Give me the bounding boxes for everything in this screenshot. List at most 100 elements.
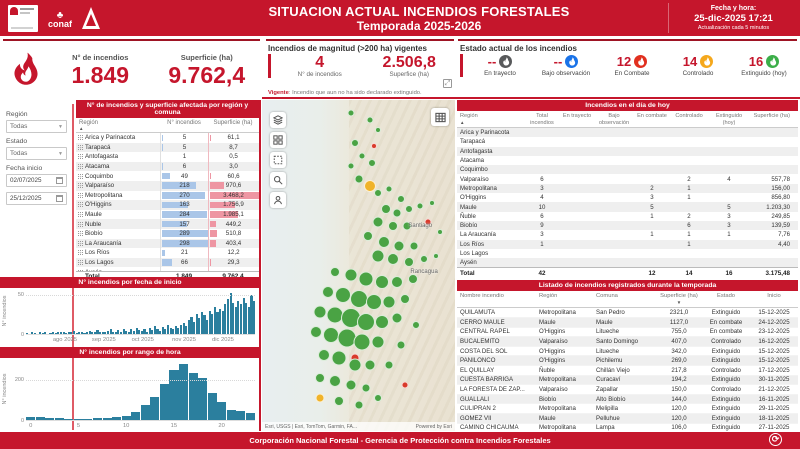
bar[interactable]: [26, 416, 36, 420]
bar[interactable]: [153, 326, 156, 334]
bar[interactable]: [122, 328, 125, 334]
bar[interactable]: [70, 332, 73, 334]
fire-cluster-marker[interactable]: [354, 174, 363, 184]
bar[interactable]: [187, 319, 190, 334]
bar[interactable]: [127, 331, 130, 334]
fire-cluster-marker[interactable]: [329, 375, 342, 388]
bar[interactable]: [31, 332, 34, 334]
fire-cluster-marker[interactable]: [399, 293, 410, 304]
fire-cluster-marker[interactable]: [314, 373, 325, 384]
table-row[interactable]: +Aysén: [76, 267, 259, 272]
bar[interactable]: [104, 332, 107, 334]
expand-row-icon[interactable]: +: [78, 212, 83, 218]
table-row[interactable]: Antofagasta: [457, 146, 798, 156]
fire-cluster-marker[interactable]: [315, 393, 325, 403]
fire-cluster-marker[interactable]: [380, 204, 391, 215]
bar[interactable]: [91, 332, 94, 334]
fire-cluster-marker[interactable]: [374, 275, 389, 290]
bar[interactable]: [213, 306, 216, 334]
fire-cluster-marker[interactable]: [374, 126, 381, 133]
fire-cluster-marker[interactable]: [317, 348, 330, 361]
expand-row-icon[interactable]: +: [78, 173, 83, 179]
bar[interactable]: [65, 333, 68, 334]
table-row[interactable]: Coquimbo: [457, 165, 798, 175]
fire-cluster-marker[interactable]: [335, 287, 352, 304]
expand-row-icon[interactable]: +: [78, 260, 83, 266]
bar[interactable]: [102, 417, 112, 420]
bar[interactable]: [64, 418, 74, 420]
table-row[interactable]: + Tarapacá 5 8,7: [76, 142, 259, 153]
table-row[interactable]: La Araucanía 3 1 1 1 7,76: [460, 231, 790, 239]
fire-cluster-marker[interactable]: [424, 218, 432, 226]
expand-row-icon[interactable]: +: [78, 202, 83, 208]
table-row[interactable]: Ñuble 6 1 2 3 249,85: [460, 212, 790, 220]
expand-row-icon[interactable]: +: [78, 183, 83, 189]
table-row[interactable]: + Biobío 289 510,8: [76, 228, 259, 239]
table-row[interactable]: GUALLALI Biobío Alto Biobío 144,0 Extinguido…: [457, 394, 798, 405]
basemap-icon[interactable]: [270, 132, 286, 148]
bar[interactable]: [151, 330, 154, 334]
bar[interactable]: [75, 333, 78, 334]
bar[interactable]: [253, 301, 256, 334]
bar[interactable]: [229, 293, 232, 334]
bar[interactable]: [33, 333, 36, 334]
table-row[interactable]: Biobío 9 6 3 139,59: [457, 220, 798, 231]
bar[interactable]: [67, 331, 70, 334]
bar[interactable]: [150, 396, 160, 420]
fire-cluster-marker[interactable]: [366, 116, 374, 124]
fire-cluster-marker[interactable]: [412, 321, 421, 330]
fire-cluster-marker[interactable]: [370, 143, 377, 150]
fire-cluster-marker[interactable]: [407, 273, 418, 284]
bar[interactable]: [96, 330, 99, 334]
bar[interactable]: [130, 329, 133, 334]
bar[interactable]: [106, 330, 109, 334]
bar[interactable]: [138, 330, 141, 334]
region-filter-dropdown[interactable]: Todas ▼: [6, 120, 67, 133]
fire-cluster-marker[interactable]: [396, 340, 406, 350]
fire-cluster-marker[interactable]: [372, 216, 384, 228]
fire-cluster-marker[interactable]: [364, 180, 377, 193]
bar[interactable]: [169, 370, 179, 420]
expand-row-icon[interactable]: +: [78, 240, 83, 246]
table-row[interactable]: Arica y Parinacota: [457, 128, 798, 138]
fire-cluster-marker[interactable]: [313, 305, 327, 319]
bar[interactable]: [234, 306, 237, 334]
incendios-column-header[interactable]: N° incendios: [167, 120, 201, 126]
fire-cluster-marker[interactable]: [393, 240, 405, 252]
bar[interactable]: [224, 304, 227, 334]
bar[interactable]: [179, 324, 183, 334]
fire-cluster-marker[interactable]: [373, 393, 382, 402]
fire-cluster-marker[interactable]: [409, 241, 419, 251]
bar[interactable]: [226, 298, 230, 334]
bar[interactable]: [44, 332, 47, 334]
table-row[interactable]: COSTA DEL SOL O'Higgins Litueche 342,0 Extin…: [457, 347, 798, 357]
column-header[interactable]: En combate: [637, 113, 667, 119]
bar[interactable]: [114, 332, 117, 334]
column-header[interactable]: Nombre incendio: [460, 293, 504, 300]
user-icon[interactable]: [270, 192, 286, 208]
bar[interactable]: [232, 302, 235, 334]
table-row[interactable]: + Maule 284 1.985,1: [76, 209, 259, 220]
fire-cluster-marker[interactable]: [401, 381, 409, 389]
bar[interactable]: [72, 330, 76, 334]
fire-cluster-marker[interactable]: [391, 312, 403, 324]
table-row[interactable]: Los Lagos: [460, 250, 489, 257]
bar[interactable]: [49, 333, 52, 334]
expand-row-icon[interactable]: +: [78, 164, 83, 170]
select-area-icon[interactable]: [270, 152, 286, 168]
fire-cluster-marker[interactable]: [432, 252, 439, 259]
column-header[interactable]: Inicio: [767, 293, 781, 300]
bar[interactable]: [206, 319, 209, 334]
table-row[interactable]: QUILAMUTA Metropolitana San Pedro 2321,0 Ext…: [457, 308, 798, 319]
table-row[interactable]: Maule 10 5 5 1.203,30: [457, 202, 798, 212]
bar[interactable]: [217, 401, 227, 420]
table-row[interactable]: Atacama: [460, 157, 485, 165]
table-row[interactable]: LA FORESTA DE ZAP... Valparaíso Zapallar 15…: [457, 385, 798, 395]
bar[interactable]: [195, 314, 198, 334]
map[interactable]: Santiago Rancagua Esri, USGS | Esri, TomT…: [262, 100, 455, 431]
column-header[interactable]: Controlado: [675, 113, 703, 119]
table-row[interactable]: GOMEZ VII Maule Pelluhue 120,0 Extinguido 18-…: [457, 413, 798, 424]
fire-cluster-marker[interactable]: [358, 152, 366, 160]
status-item-en-combate[interactable]: 12 En Combate: [599, 54, 665, 77]
fire-cluster-marker[interactable]: [321, 285, 334, 298]
